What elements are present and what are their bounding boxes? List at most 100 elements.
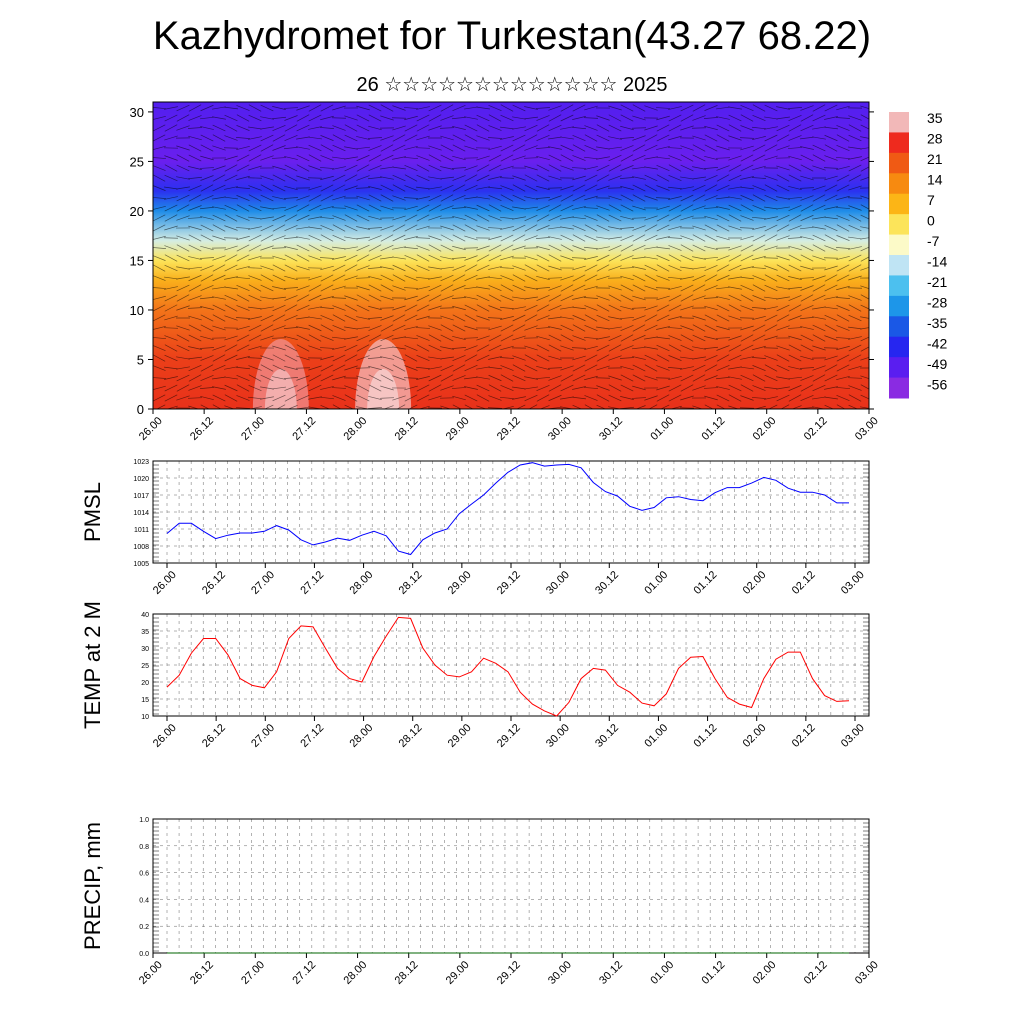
wind-barb <box>320 396 334 400</box>
wind-barb <box>212 165 226 171</box>
x-tick-label: 28.12 <box>393 415 421 443</box>
wind-barb <box>224 196 238 200</box>
wind-barb <box>416 394 430 402</box>
wind-barb <box>728 225 742 231</box>
wind-barb <box>332 105 346 111</box>
wind-barb <box>392 264 406 272</box>
wind-barb <box>644 395 658 401</box>
wind-barb <box>644 224 658 232</box>
wind-barb <box>512 126 526 130</box>
wind-barb <box>656 164 670 172</box>
wind-barb <box>248 374 262 382</box>
wind-barb <box>619 177 635 179</box>
wind-barb <box>728 294 742 302</box>
wind-barb <box>356 226 370 230</box>
wind-barb <box>776 165 790 171</box>
wind-barb <box>380 184 394 192</box>
wind-barb <box>728 214 742 222</box>
wind-barb <box>704 364 718 372</box>
wind-barb <box>764 126 778 130</box>
wind-barb <box>164 174 178 182</box>
x-tick-label: 01.12 <box>699 959 727 987</box>
wind-barb <box>392 346 406 350</box>
wind-barb <box>476 106 490 110</box>
wind-barb <box>788 214 802 222</box>
wind-barb <box>356 214 370 222</box>
colorbar-swatch <box>889 295 909 317</box>
wind-barb <box>320 335 334 341</box>
wind-barb <box>536 344 550 352</box>
wind-barb <box>572 144 586 152</box>
wind-barb <box>524 174 538 182</box>
wind-barb <box>836 375 850 381</box>
wind-barb <box>176 294 190 302</box>
wind-barb <box>428 204 442 212</box>
wind-barb <box>248 275 262 281</box>
wind-barb <box>524 314 538 322</box>
wind-barb <box>403 107 419 109</box>
colorbar-label: -35 <box>927 315 947 331</box>
wind-barb <box>235 187 251 189</box>
wind-barb <box>632 356 646 360</box>
wind-barb <box>536 135 550 141</box>
wind-barb <box>740 374 754 382</box>
wind-barb <box>776 354 790 362</box>
wind-barb <box>716 235 730 241</box>
wind-barb <box>488 235 502 241</box>
wind-barb <box>187 307 203 309</box>
wind-barb <box>812 284 826 292</box>
wind-barb <box>704 215 718 221</box>
wind-barb <box>224 354 238 362</box>
wind-barb <box>584 166 598 170</box>
wind-barb <box>692 176 706 180</box>
wind-barb <box>799 367 815 369</box>
wind-barb <box>776 325 790 331</box>
wind-barb <box>692 346 706 350</box>
x-tick-label: 30.00 <box>546 415 574 443</box>
wind-barb <box>272 224 286 232</box>
wind-barb <box>176 145 190 151</box>
wind-barb <box>415 147 431 149</box>
wind-barb <box>176 244 190 252</box>
wind-barb <box>188 234 202 242</box>
wind-barb <box>332 215 346 221</box>
wind-barb <box>296 244 310 252</box>
wind-barb <box>740 145 754 151</box>
wind-barb <box>187 127 203 129</box>
wind-barb <box>164 106 178 110</box>
wind-barb <box>560 165 574 171</box>
wind-barb <box>791 405 802 409</box>
wind-barb <box>416 124 430 132</box>
wind-barb <box>164 214 178 222</box>
wind-barb <box>584 375 598 381</box>
wind-barb <box>788 135 802 141</box>
wind-barb <box>644 105 658 111</box>
wind-barb <box>824 314 838 322</box>
wind-barb <box>488 276 502 280</box>
wind-barb <box>752 136 766 140</box>
wind-barb <box>548 236 562 240</box>
wind-barb <box>308 396 322 400</box>
wind-barb <box>704 105 718 111</box>
wind-barb <box>608 124 622 132</box>
wind-barb <box>836 174 850 182</box>
wind-barb <box>535 327 551 329</box>
wind-barb <box>356 105 370 111</box>
wind-barb <box>584 395 598 401</box>
wind-barb <box>667 147 683 149</box>
wind-barb <box>728 344 742 352</box>
wind-barb <box>212 286 226 290</box>
wind-barb <box>752 185 766 191</box>
wind-barb <box>596 394 610 402</box>
wind-barb <box>308 144 322 152</box>
wind-barb <box>332 274 346 282</box>
y-tick-label: 1.0 <box>139 817 149 824</box>
wind-barb <box>476 114 490 122</box>
wind-barb <box>632 225 646 231</box>
wind-barb <box>788 376 802 380</box>
wind-barb <box>488 305 502 311</box>
wind-barb <box>380 154 394 162</box>
wind-barb <box>416 245 430 251</box>
wind-barb <box>860 256 869 262</box>
